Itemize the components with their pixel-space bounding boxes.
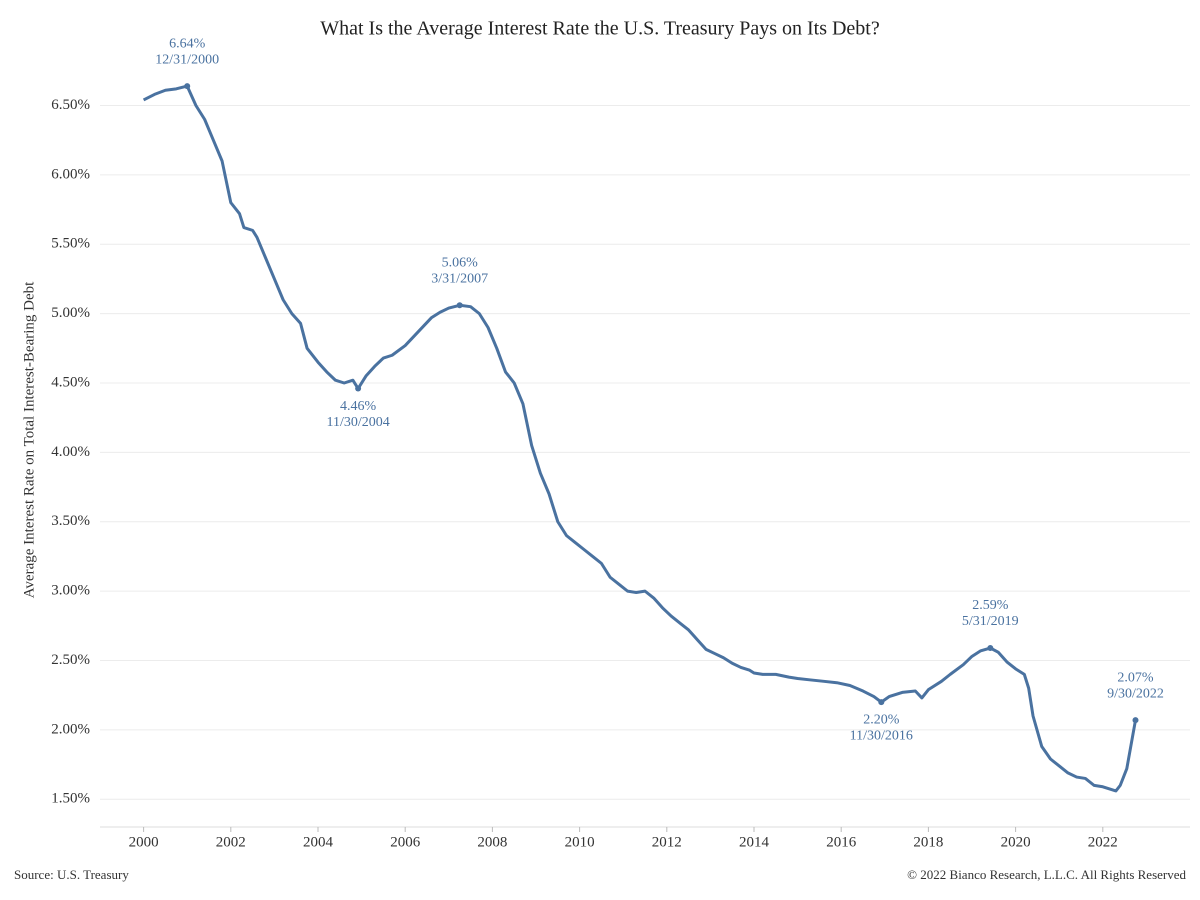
y-tick-label: 2.50% bbox=[51, 652, 90, 668]
y-tick-label: 6.00% bbox=[51, 166, 90, 182]
annotation-date: 11/30/2004 bbox=[326, 415, 389, 430]
annotation-value: 5.06% bbox=[442, 256, 479, 271]
x-tick-label: 2012 bbox=[652, 834, 682, 850]
annotation-date: 11/30/2016 bbox=[850, 728, 913, 743]
y-tick-label: 5.50% bbox=[51, 236, 90, 252]
source: Source: U.S. Treasury bbox=[14, 867, 129, 882]
annotation-point bbox=[355, 385, 362, 392]
x-tick-label: 2022 bbox=[1088, 834, 1118, 850]
x-tick-label: 2018 bbox=[913, 834, 943, 850]
y-tick-label: 1.50% bbox=[51, 791, 90, 807]
x-tick-label: 2020 bbox=[1001, 834, 1031, 850]
x-tick-label: 2000 bbox=[129, 834, 159, 850]
data-line bbox=[142, 84, 1137, 793]
annotation-point bbox=[1132, 717, 1139, 724]
annotation-point bbox=[987, 645, 994, 652]
x-tick-label: 2016 bbox=[826, 834, 857, 850]
y-tick-label: 6.50% bbox=[51, 97, 90, 113]
x-tick-label: 2004 bbox=[303, 834, 334, 850]
y-axis-label: Average Interest Rate on Total Interest-… bbox=[21, 281, 37, 598]
x-tick-label: 2002 bbox=[216, 834, 246, 850]
annotation-date: 9/30/2022 bbox=[1107, 686, 1164, 701]
x-tick-label: 2010 bbox=[565, 834, 595, 850]
copyright: © 2022 Bianco Research, L.L.C. All Right… bbox=[907, 867, 1186, 882]
annotation-point bbox=[184, 83, 191, 90]
annotation-value: 6.64% bbox=[169, 36, 206, 51]
annotation-value: 2.59% bbox=[972, 598, 1009, 613]
annotation-point bbox=[456, 302, 463, 309]
y-tick-label: 2.00% bbox=[51, 721, 90, 737]
annotation-point bbox=[878, 699, 885, 706]
annotation-value: 2.07% bbox=[1117, 670, 1154, 685]
x-tick-label: 2006 bbox=[390, 834, 421, 850]
y-tick-label: 4.50% bbox=[51, 374, 90, 390]
y-tick-label: 3.00% bbox=[51, 583, 90, 599]
x-tick-label: 2008 bbox=[477, 834, 507, 850]
annotation-date: 5/31/2019 bbox=[962, 614, 1019, 629]
y-tick-label: 4.00% bbox=[51, 444, 90, 460]
annotation-value: 4.46% bbox=[340, 399, 377, 414]
y-tick-label: 3.50% bbox=[51, 513, 90, 529]
annotation-date: 3/31/2007 bbox=[431, 272, 488, 287]
chart-title: What Is the Average Interest Rate the U.… bbox=[320, 18, 880, 40]
annotation-value: 2.20% bbox=[863, 712, 900, 727]
x-tick-label: 2014 bbox=[739, 834, 770, 850]
y-tick-label: 5.00% bbox=[51, 305, 90, 321]
annotation-date: 12/31/2000 bbox=[155, 52, 219, 67]
